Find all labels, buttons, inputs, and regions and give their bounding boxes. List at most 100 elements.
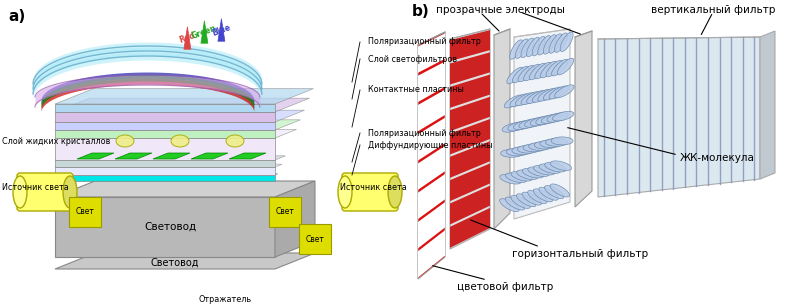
- Text: вертикальный фильтр: вертикальный фильтр: [651, 5, 775, 15]
- FancyBboxPatch shape: [17, 173, 73, 211]
- Polygon shape: [153, 153, 190, 159]
- Polygon shape: [55, 164, 282, 167]
- Ellipse shape: [543, 87, 563, 100]
- Ellipse shape: [522, 169, 543, 178]
- Ellipse shape: [539, 187, 558, 200]
- Polygon shape: [598, 37, 760, 197]
- Ellipse shape: [526, 91, 546, 103]
- Polygon shape: [418, 118, 445, 161]
- Text: Поляризационный фильтр: Поляризационный фильтр: [368, 37, 481, 46]
- Ellipse shape: [510, 94, 530, 107]
- Ellipse shape: [518, 145, 539, 153]
- Polygon shape: [77, 153, 114, 159]
- Ellipse shape: [521, 38, 534, 58]
- Polygon shape: [418, 33, 445, 73]
- Ellipse shape: [552, 59, 568, 76]
- Polygon shape: [514, 29, 570, 219]
- Ellipse shape: [526, 37, 539, 57]
- Text: Blue: Blue: [211, 22, 232, 37]
- Polygon shape: [418, 90, 445, 131]
- Text: Световод: Световод: [150, 258, 199, 268]
- Text: Свет: Свет: [75, 208, 94, 216]
- Ellipse shape: [511, 171, 532, 181]
- Ellipse shape: [532, 89, 552, 102]
- Text: Red: Red: [178, 31, 197, 45]
- Ellipse shape: [63, 176, 77, 208]
- FancyBboxPatch shape: [342, 173, 398, 211]
- Ellipse shape: [13, 176, 27, 208]
- Ellipse shape: [515, 93, 535, 106]
- Polygon shape: [418, 202, 445, 248]
- Ellipse shape: [546, 138, 567, 146]
- Polygon shape: [55, 120, 301, 130]
- Ellipse shape: [551, 137, 573, 145]
- Ellipse shape: [500, 174, 521, 184]
- Ellipse shape: [506, 148, 528, 156]
- Ellipse shape: [558, 58, 574, 75]
- Polygon shape: [55, 167, 275, 175]
- Text: Отражатель: Отражатель: [198, 294, 251, 304]
- Text: Контактные пластины: Контактные пластины: [368, 86, 464, 95]
- Text: Свет: Свет: [306, 235, 325, 243]
- Ellipse shape: [528, 191, 547, 204]
- Ellipse shape: [514, 120, 534, 130]
- Ellipse shape: [554, 85, 574, 98]
- Polygon shape: [760, 31, 775, 179]
- Polygon shape: [494, 29, 510, 229]
- Polygon shape: [55, 181, 315, 197]
- Polygon shape: [418, 32, 445, 279]
- Ellipse shape: [524, 64, 540, 81]
- Ellipse shape: [226, 135, 244, 147]
- Polygon shape: [55, 138, 275, 160]
- Ellipse shape: [522, 192, 542, 205]
- Polygon shape: [450, 30, 490, 61]
- Ellipse shape: [545, 186, 564, 199]
- Ellipse shape: [539, 164, 560, 173]
- Polygon shape: [55, 129, 297, 138]
- Polygon shape: [450, 52, 490, 84]
- FancyBboxPatch shape: [69, 197, 101, 227]
- Polygon shape: [418, 61, 445, 102]
- Polygon shape: [191, 153, 228, 159]
- Ellipse shape: [523, 144, 545, 152]
- Ellipse shape: [546, 60, 562, 77]
- Polygon shape: [55, 253, 315, 269]
- Ellipse shape: [515, 39, 528, 58]
- Ellipse shape: [506, 197, 525, 210]
- Text: горизонтальный фильтр: горизонтальный фильтр: [512, 249, 648, 259]
- Ellipse shape: [542, 114, 562, 123]
- Text: Слой жидких кристаллов: Слой жидких кристаллов: [2, 138, 110, 146]
- Polygon shape: [418, 230, 445, 278]
- Ellipse shape: [513, 66, 529, 83]
- Text: прозрачные электроды: прозрачные электроды: [435, 5, 565, 15]
- Ellipse shape: [504, 95, 524, 108]
- Ellipse shape: [545, 162, 566, 172]
- Ellipse shape: [547, 113, 568, 122]
- Text: Световод: Световод: [144, 222, 196, 232]
- Polygon shape: [55, 110, 305, 122]
- Ellipse shape: [501, 149, 522, 157]
- Text: Источник света: Источник света: [340, 182, 406, 192]
- Text: Свет: Свет: [275, 208, 294, 216]
- Ellipse shape: [549, 34, 562, 53]
- Ellipse shape: [553, 111, 574, 121]
- Polygon shape: [450, 141, 490, 178]
- Ellipse shape: [550, 161, 571, 170]
- Ellipse shape: [534, 189, 553, 202]
- Polygon shape: [418, 146, 445, 190]
- Text: ЖК-молекула: ЖК-молекула: [680, 153, 755, 163]
- Text: Поляризационный фильтр: Поляризационный фильтр: [368, 129, 481, 138]
- Polygon shape: [55, 160, 275, 167]
- Ellipse shape: [517, 194, 536, 207]
- Ellipse shape: [116, 135, 134, 147]
- Text: a): a): [8, 9, 26, 24]
- Ellipse shape: [517, 170, 538, 180]
- Ellipse shape: [536, 115, 557, 125]
- Ellipse shape: [550, 184, 570, 197]
- Ellipse shape: [518, 65, 534, 82]
- Polygon shape: [55, 174, 278, 175]
- Polygon shape: [55, 130, 275, 138]
- Ellipse shape: [525, 118, 546, 127]
- Ellipse shape: [171, 135, 189, 147]
- Text: Green: Green: [190, 23, 218, 41]
